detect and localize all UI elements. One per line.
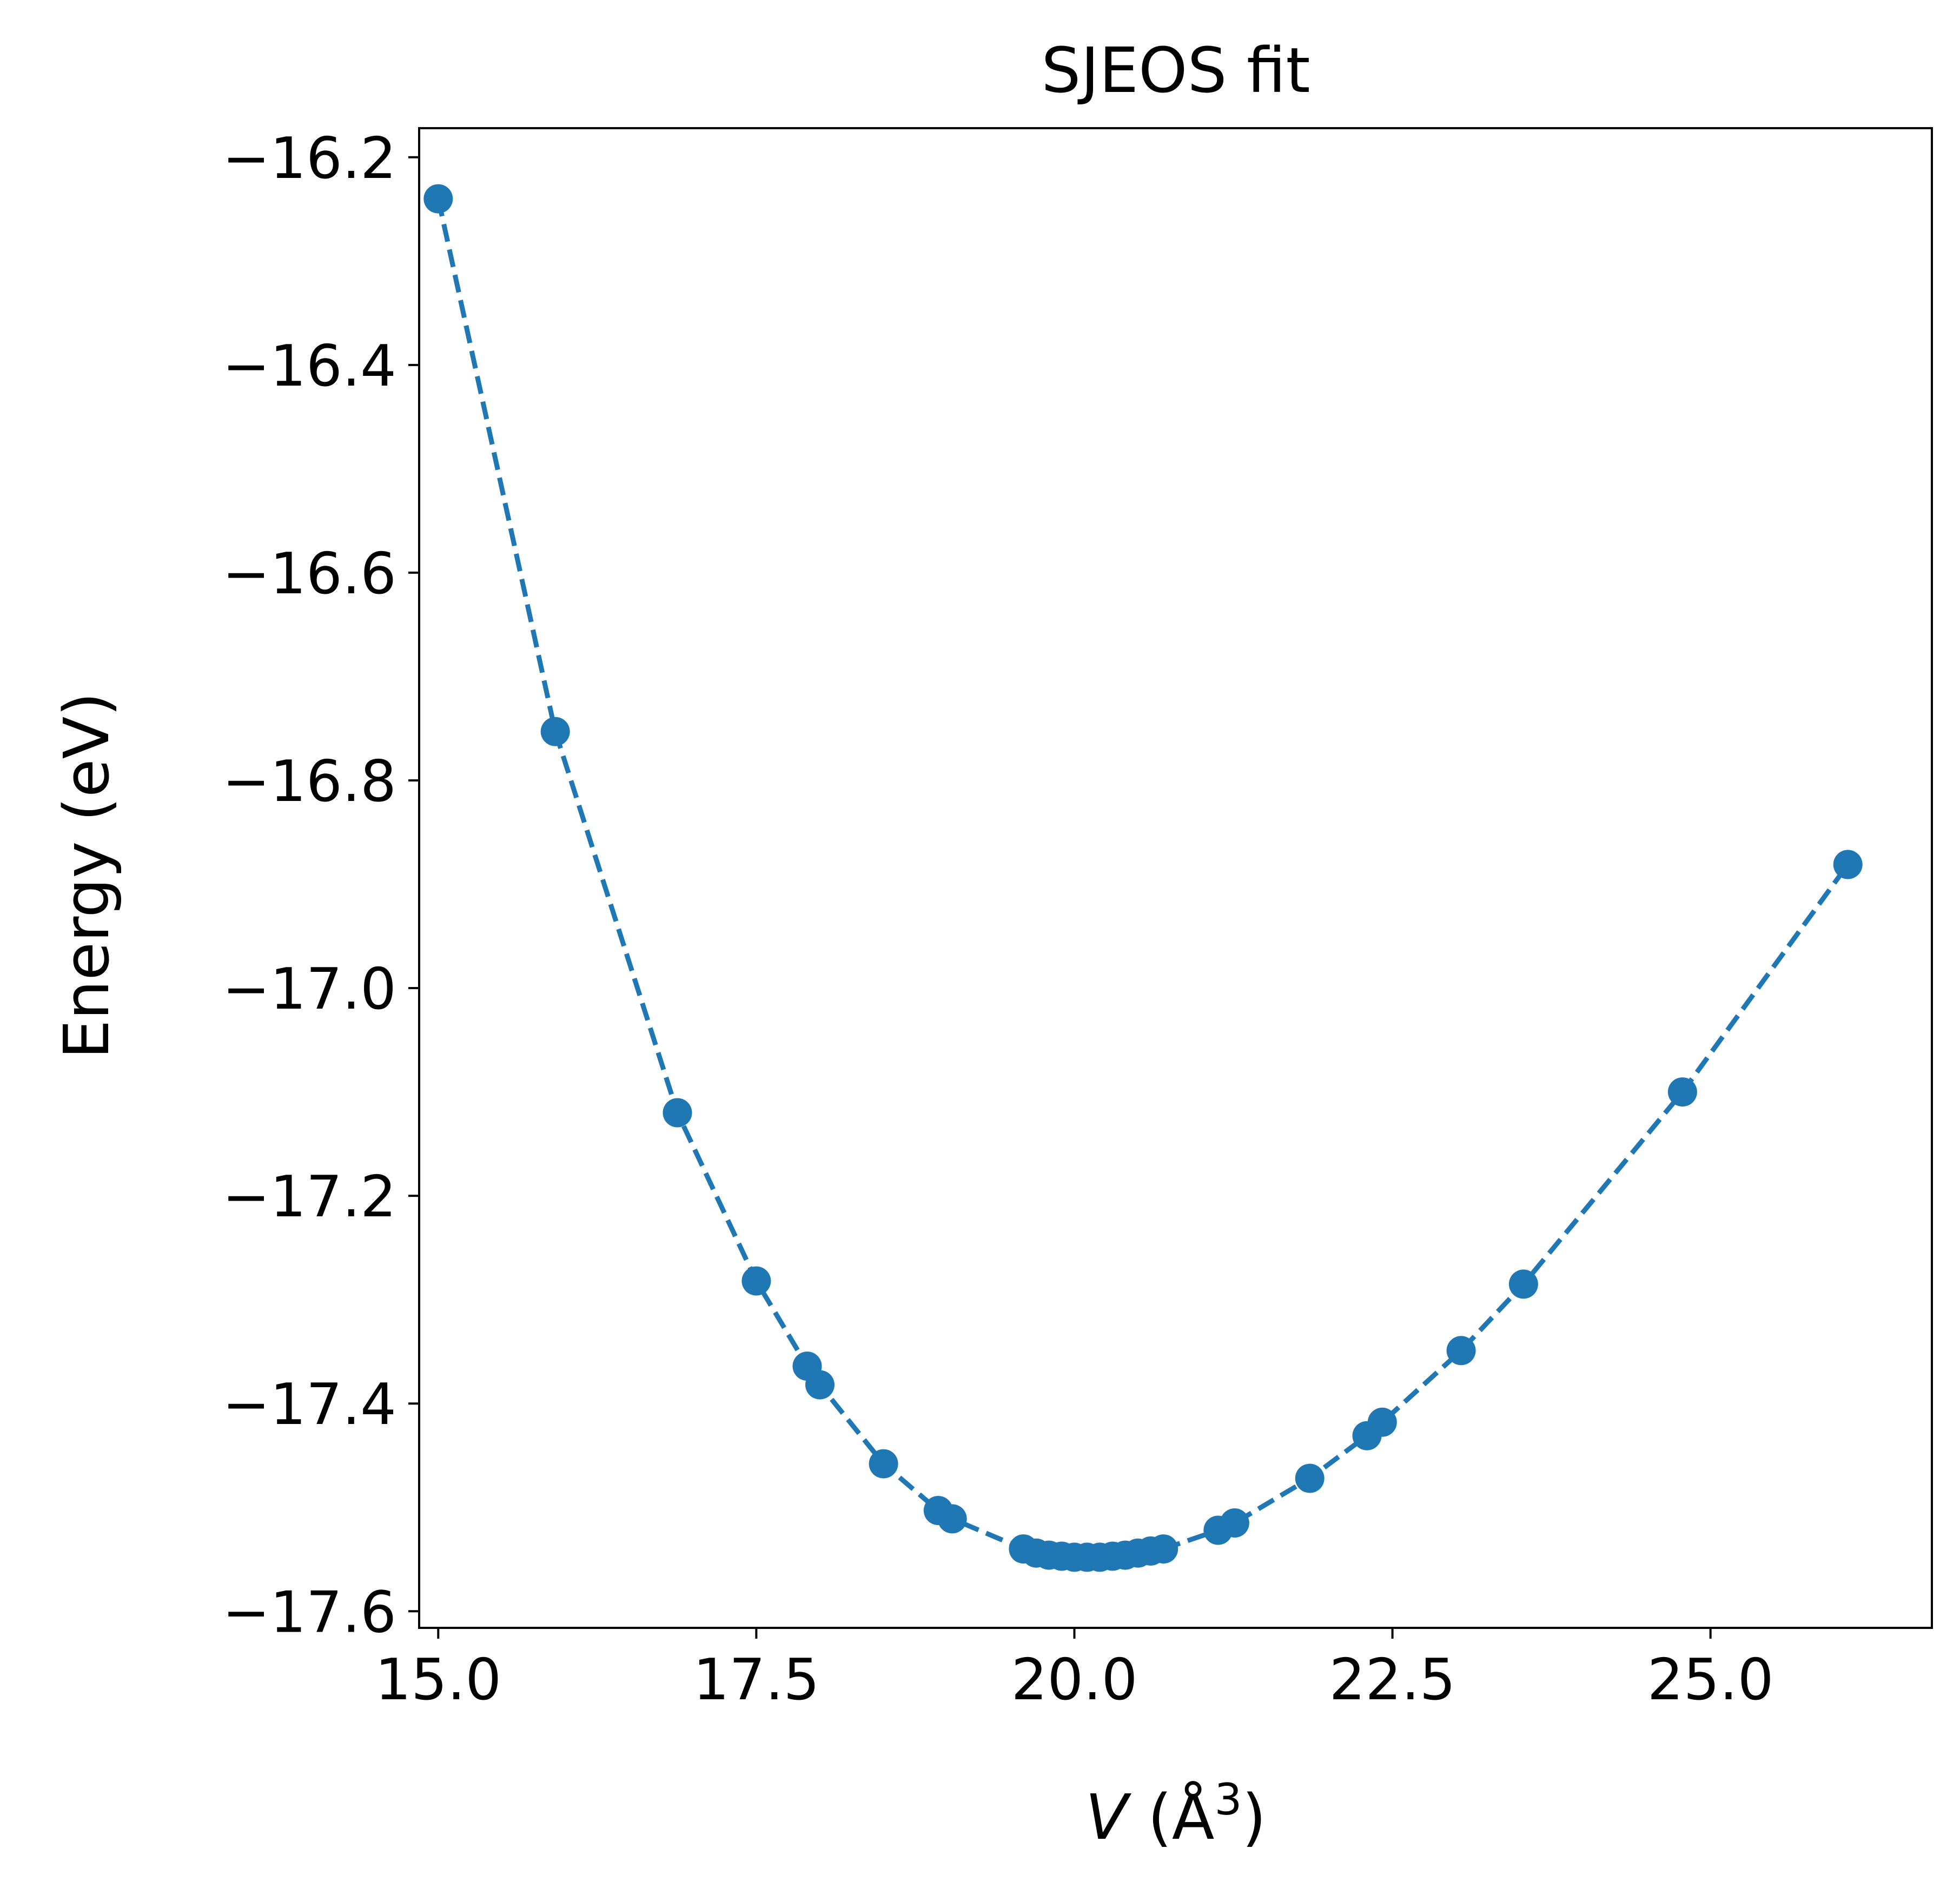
x-tick-label: 22.5 bbox=[1329, 1647, 1456, 1713]
y-tick-label: −17.0 bbox=[222, 956, 396, 1022]
data-point bbox=[1295, 1463, 1325, 1493]
data-point bbox=[540, 717, 570, 746]
data-point bbox=[937, 1504, 967, 1534]
data-point bbox=[805, 1370, 835, 1400]
x-tick-label: 15.0 bbox=[375, 1647, 501, 1713]
x-axis-label-close: ) bbox=[1242, 1781, 1266, 1854]
y-tick-label: −17.4 bbox=[222, 1372, 396, 1437]
y-tick-label: −16.6 bbox=[222, 541, 396, 607]
x-tick-label: 25.0 bbox=[1647, 1647, 1774, 1713]
axes-frame bbox=[418, 127, 1933, 1629]
data-point bbox=[1220, 1508, 1249, 1538]
data-point bbox=[663, 1098, 692, 1128]
y-tick-label: −17.2 bbox=[222, 1164, 396, 1230]
y-tick-label: −16.2 bbox=[222, 125, 396, 191]
data-point bbox=[741, 1266, 771, 1296]
y-tick-label: −17.6 bbox=[222, 1579, 396, 1645]
chart-title: SJEOS fit bbox=[1041, 35, 1310, 107]
plot-area: 15.0 17.5 20.0 22.5 25.0 −16.2 −16.4 −16.6 −16.8… bbox=[222, 125, 1933, 1713]
x-tick-label: 20.0 bbox=[1011, 1647, 1138, 1713]
data-point bbox=[869, 1449, 898, 1479]
data-point bbox=[1508, 1269, 1538, 1299]
x-tick-label: 17.5 bbox=[693, 1647, 819, 1713]
x-axis-label-symbol: V bbox=[1085, 1781, 1132, 1854]
y-tick-label: −16.4 bbox=[222, 333, 396, 399]
data-point bbox=[1667, 1077, 1697, 1107]
data-point bbox=[1833, 850, 1863, 879]
data-point bbox=[1446, 1336, 1476, 1366]
data-point bbox=[423, 184, 453, 214]
y-axis-label: Energy (eV) bbox=[51, 692, 123, 1059]
x-axis-label: V (Å3) bbox=[1085, 1774, 1267, 1854]
data-point bbox=[1367, 1407, 1397, 1437]
x-axis-label-unit: (Å bbox=[1128, 1780, 1214, 1854]
x-axis-label-exponent: 3 bbox=[1214, 1774, 1242, 1825]
y-tick-label: −16.8 bbox=[222, 748, 396, 814]
data-point bbox=[1149, 1534, 1178, 1564]
